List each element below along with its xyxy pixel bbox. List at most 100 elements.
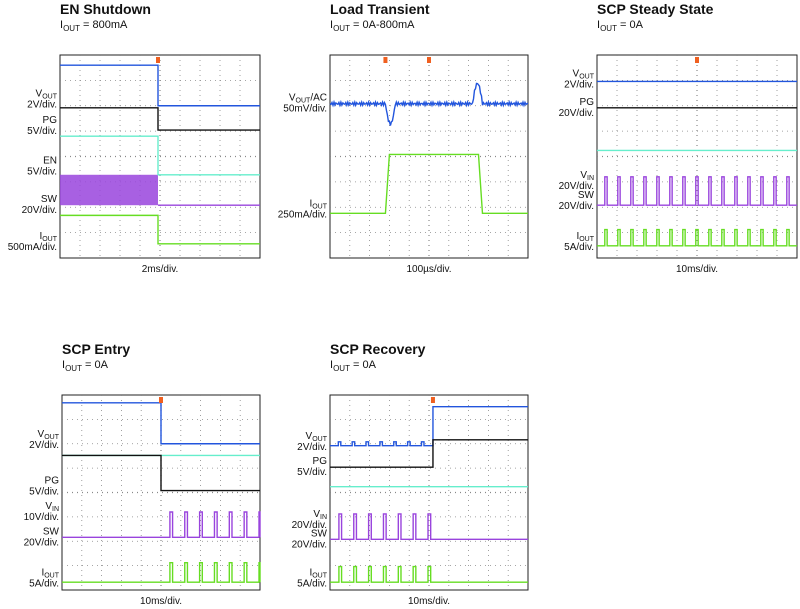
time-scale: 10ms/div.: [676, 264, 718, 275]
channel-name-main: PG: [580, 97, 595, 108]
channel-name: SW: [41, 194, 58, 205]
channel-name-sub: OUT: [579, 73, 595, 80]
channel-name: VOUT: [306, 431, 328, 443]
channel-name-main: I: [39, 231, 42, 242]
channel-name-main: V: [580, 170, 587, 181]
channel-name: VOUT: [573, 68, 595, 80]
channel-scale: 500mA/div.: [8, 242, 57, 253]
channel-name-main: V: [36, 89, 43, 100]
channel-name-sub: OUT: [312, 436, 328, 443]
channel-name-main: I: [576, 231, 579, 242]
scope-trace: [330, 406, 528, 447]
channel-name: PG: [580, 97, 595, 108]
panel-title: Load Transient: [330, 1, 430, 17]
channel-scale: 20V/div.: [22, 205, 57, 216]
channel-name: VIN: [580, 170, 594, 182]
channel-name: SW: [43, 526, 60, 537]
channel-name: VIN: [313, 509, 327, 521]
scope-trace: [329, 82, 529, 126]
trigger-marker: [383, 57, 388, 63]
channel-scale: 20V/div.: [292, 520, 327, 531]
scope-trace: [597, 228, 797, 247]
channel-scale: 5V/div.: [29, 487, 59, 498]
channel-name-sub: OUT: [42, 236, 58, 243]
channel-scale: 2V/div.: [564, 79, 594, 90]
subtitle-sub: OUT: [600, 24, 617, 33]
channel-name-sub: OUT: [44, 434, 60, 441]
subtitle-name: I: [62, 359, 65, 371]
channel-name-sub: OUT: [296, 98, 312, 105]
subtitle-name: I: [330, 19, 333, 31]
subtitle-name: I: [60, 19, 63, 31]
subtitle-name: I: [330, 359, 333, 371]
panel-subtitle: IOUT = 0A: [62, 359, 109, 373]
time-scale: 2ms/div.: [142, 264, 179, 275]
time-scale: 10ms/div.: [140, 596, 182, 607]
subtitle-sub: OUT: [63, 24, 80, 33]
scope-trace: [62, 402, 260, 445]
scope-trace: [62, 562, 261, 583]
channel-name-main: V: [45, 501, 52, 512]
channel-scale: 5V/div.: [297, 467, 327, 478]
trigger-marker: [430, 397, 435, 403]
subtitle-sub: OUT: [65, 364, 82, 373]
trigger-marker: [156, 57, 160, 63]
channel-name: VOUT/AC: [289, 93, 327, 105]
channel-name: PG: [313, 456, 328, 467]
panel-title: SCP Entry: [62, 341, 130, 357]
channel-scale: 10V/div.: [24, 512, 59, 523]
channel-name-sub: OUT: [312, 203, 328, 210]
subtitle-rest: = 0A: [617, 19, 644, 31]
scope-trace: [60, 64, 260, 107]
channel-name-main: PG: [43, 115, 58, 126]
panel-subtitle: IOUT = 0A: [330, 359, 377, 373]
channel-name-main: EN: [43, 156, 57, 167]
scope-trace: [60, 135, 260, 176]
channel-scale: 250mA/div.: [278, 209, 327, 220]
channel-name-sub: IN: [587, 175, 594, 182]
channel-name: IOUT: [309, 567, 327, 579]
channel-name: IOUT: [576, 231, 594, 243]
scope-trace: [60, 107, 260, 131]
channel-name-sub: OUT: [579, 236, 595, 243]
channel-name: VIN: [45, 501, 59, 513]
subtitle-rest: = 800mA: [80, 19, 128, 31]
subtitle-rest: = 0A: [350, 359, 377, 371]
channel-name-main: SW: [311, 528, 328, 539]
channel-name-main: SW: [43, 526, 60, 537]
channel-scale: 5V/div.: [27, 126, 57, 137]
panel-subtitle: IOUT = 800mA: [60, 19, 128, 33]
scope-trace: [62, 454, 260, 492]
channel-name: SW: [578, 190, 595, 201]
channel-name-main: V: [313, 509, 320, 520]
channel-name: VOUT: [38, 429, 60, 441]
channel-name: PG: [45, 476, 60, 487]
scope-trace: [60, 214, 260, 245]
channel-name-main: I: [41, 567, 44, 578]
channel-name-main: PG: [313, 456, 328, 467]
channel-name-sub: IN: [320, 514, 327, 521]
channel-name-main: SW: [41, 194, 58, 205]
scope-trace: [330, 439, 528, 468]
channel-name: VOUT: [36, 89, 58, 101]
scope-trace: [330, 153, 528, 215]
scope-trace: [62, 511, 261, 539]
channel-name-sub: OUT: [42, 94, 58, 101]
channel-name-sub: OUT: [312, 572, 328, 579]
channel-name: IOUT: [41, 567, 59, 579]
channel-scale: 20V/div.: [559, 201, 594, 212]
trigger-marker: [159, 397, 163, 403]
time-scale: 10ms/div.: [408, 596, 450, 607]
channel-scale: 5A/div.: [564, 242, 594, 253]
channel-name-main: I: [309, 567, 312, 578]
subtitle-rest: = 0A: [82, 359, 109, 371]
panel-subtitle: IOUT = 0A: [597, 19, 644, 33]
channel-name-sub: IN: [52, 506, 59, 513]
trigger-marker: [427, 57, 431, 63]
channel-name-main: V: [38, 429, 45, 440]
